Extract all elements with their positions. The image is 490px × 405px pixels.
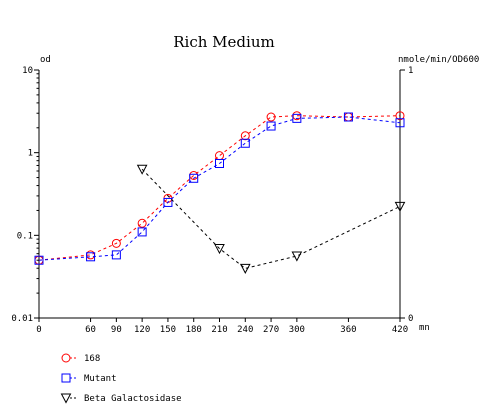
x-tick-label: 420	[392, 325, 408, 335]
left-axis-ticks: 0.01 0.1 1 10	[11, 66, 39, 324]
x-tick-label: 240	[237, 325, 253, 335]
x-tick-label: 210	[211, 325, 227, 335]
legend-marker	[61, 373, 71, 383]
series-line	[38, 116, 401, 261]
legend-label: Mutant	[84, 374, 117, 384]
left-axis-label: od	[40, 55, 51, 65]
legend-item: Beta Galactosidase	[60, 393, 182, 404]
legend-marker	[60, 393, 72, 404]
data-point	[111, 238, 121, 248]
data-point	[189, 173, 199, 183]
data-point	[239, 263, 251, 274]
x-tick-label: 180	[186, 325, 202, 335]
data-point	[291, 251, 303, 262]
plot-area	[34, 111, 406, 274]
x-tick-label: 270	[263, 325, 279, 335]
data-point	[395, 118, 405, 128]
legend: 168 Mutant Beta Galactosidase	[60, 353, 182, 404]
series-168	[34, 111, 405, 265]
data-point	[240, 138, 250, 148]
x-tick-label: 300	[289, 325, 305, 335]
x-axis-ticks: 0 60 90 120 150 180 210 240 270 300 360 420	[36, 318, 408, 335]
data-point	[34, 255, 44, 265]
series-mutant	[34, 112, 405, 265]
data-point	[266, 112, 276, 122]
x-axis-unit: mn	[419, 323, 430, 333]
data-point	[163, 197, 173, 207]
data-point	[111, 250, 121, 260]
data-point	[137, 227, 147, 237]
right-axis-label: nmole/min/OD600	[398, 55, 479, 65]
data-point	[215, 158, 224, 168]
data-point	[394, 201, 406, 212]
x-tick-label: 150	[160, 325, 176, 335]
axes	[38, 70, 401, 319]
chart-title: Rich Medium	[173, 33, 274, 51]
left-tick-label: 10	[22, 66, 33, 76]
x-tick-label: 0	[36, 325, 41, 335]
series-line	[38, 115, 401, 261]
legend-item: 168	[61, 353, 100, 364]
legend-item: Mutant	[61, 373, 117, 384]
data-point	[240, 131, 250, 141]
data-point	[136, 164, 148, 175]
data-point	[292, 113, 302, 123]
data-point	[86, 252, 96, 262]
data-point	[266, 121, 276, 131]
data-point	[395, 111, 405, 121]
x-tick-label: 60	[85, 325, 96, 335]
legend-label: Beta Galactosidase	[84, 394, 182, 404]
data-point	[215, 151, 224, 161]
series-line	[141, 168, 401, 269]
left-tick-label: 1	[28, 149, 33, 159]
legend-marker	[61, 353, 71, 363]
x-tick-label: 360	[340, 325, 356, 335]
data-point	[137, 218, 147, 228]
x-tick-label: 120	[134, 325, 150, 335]
series-beta-galactosidase	[136, 164, 406, 274]
right-tick-label: 0	[408, 314, 413, 324]
legend-label: 168	[84, 354, 100, 364]
x-tick-label: 90	[111, 325, 122, 335]
left-tick-label: 0.1	[17, 231, 33, 241]
right-axis-ticks: 01	[400, 66, 413, 324]
right-tick-label: 1	[408, 66, 413, 76]
data-point	[214, 244, 225, 255]
left-tick-label: 0.01	[11, 314, 33, 324]
data-point	[343, 112, 353, 122]
